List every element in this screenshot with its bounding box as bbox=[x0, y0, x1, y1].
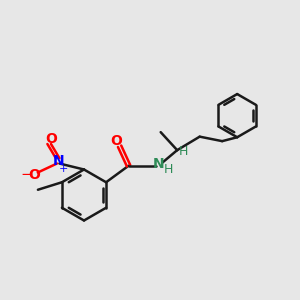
Text: O: O bbox=[28, 168, 40, 182]
Text: −: − bbox=[20, 167, 33, 182]
Text: H: H bbox=[179, 145, 188, 158]
Text: O: O bbox=[110, 134, 122, 148]
Text: O: O bbox=[45, 132, 57, 145]
Text: H: H bbox=[164, 163, 173, 176]
Text: N: N bbox=[52, 154, 64, 168]
Text: N: N bbox=[153, 157, 164, 171]
Text: +: + bbox=[58, 164, 68, 174]
